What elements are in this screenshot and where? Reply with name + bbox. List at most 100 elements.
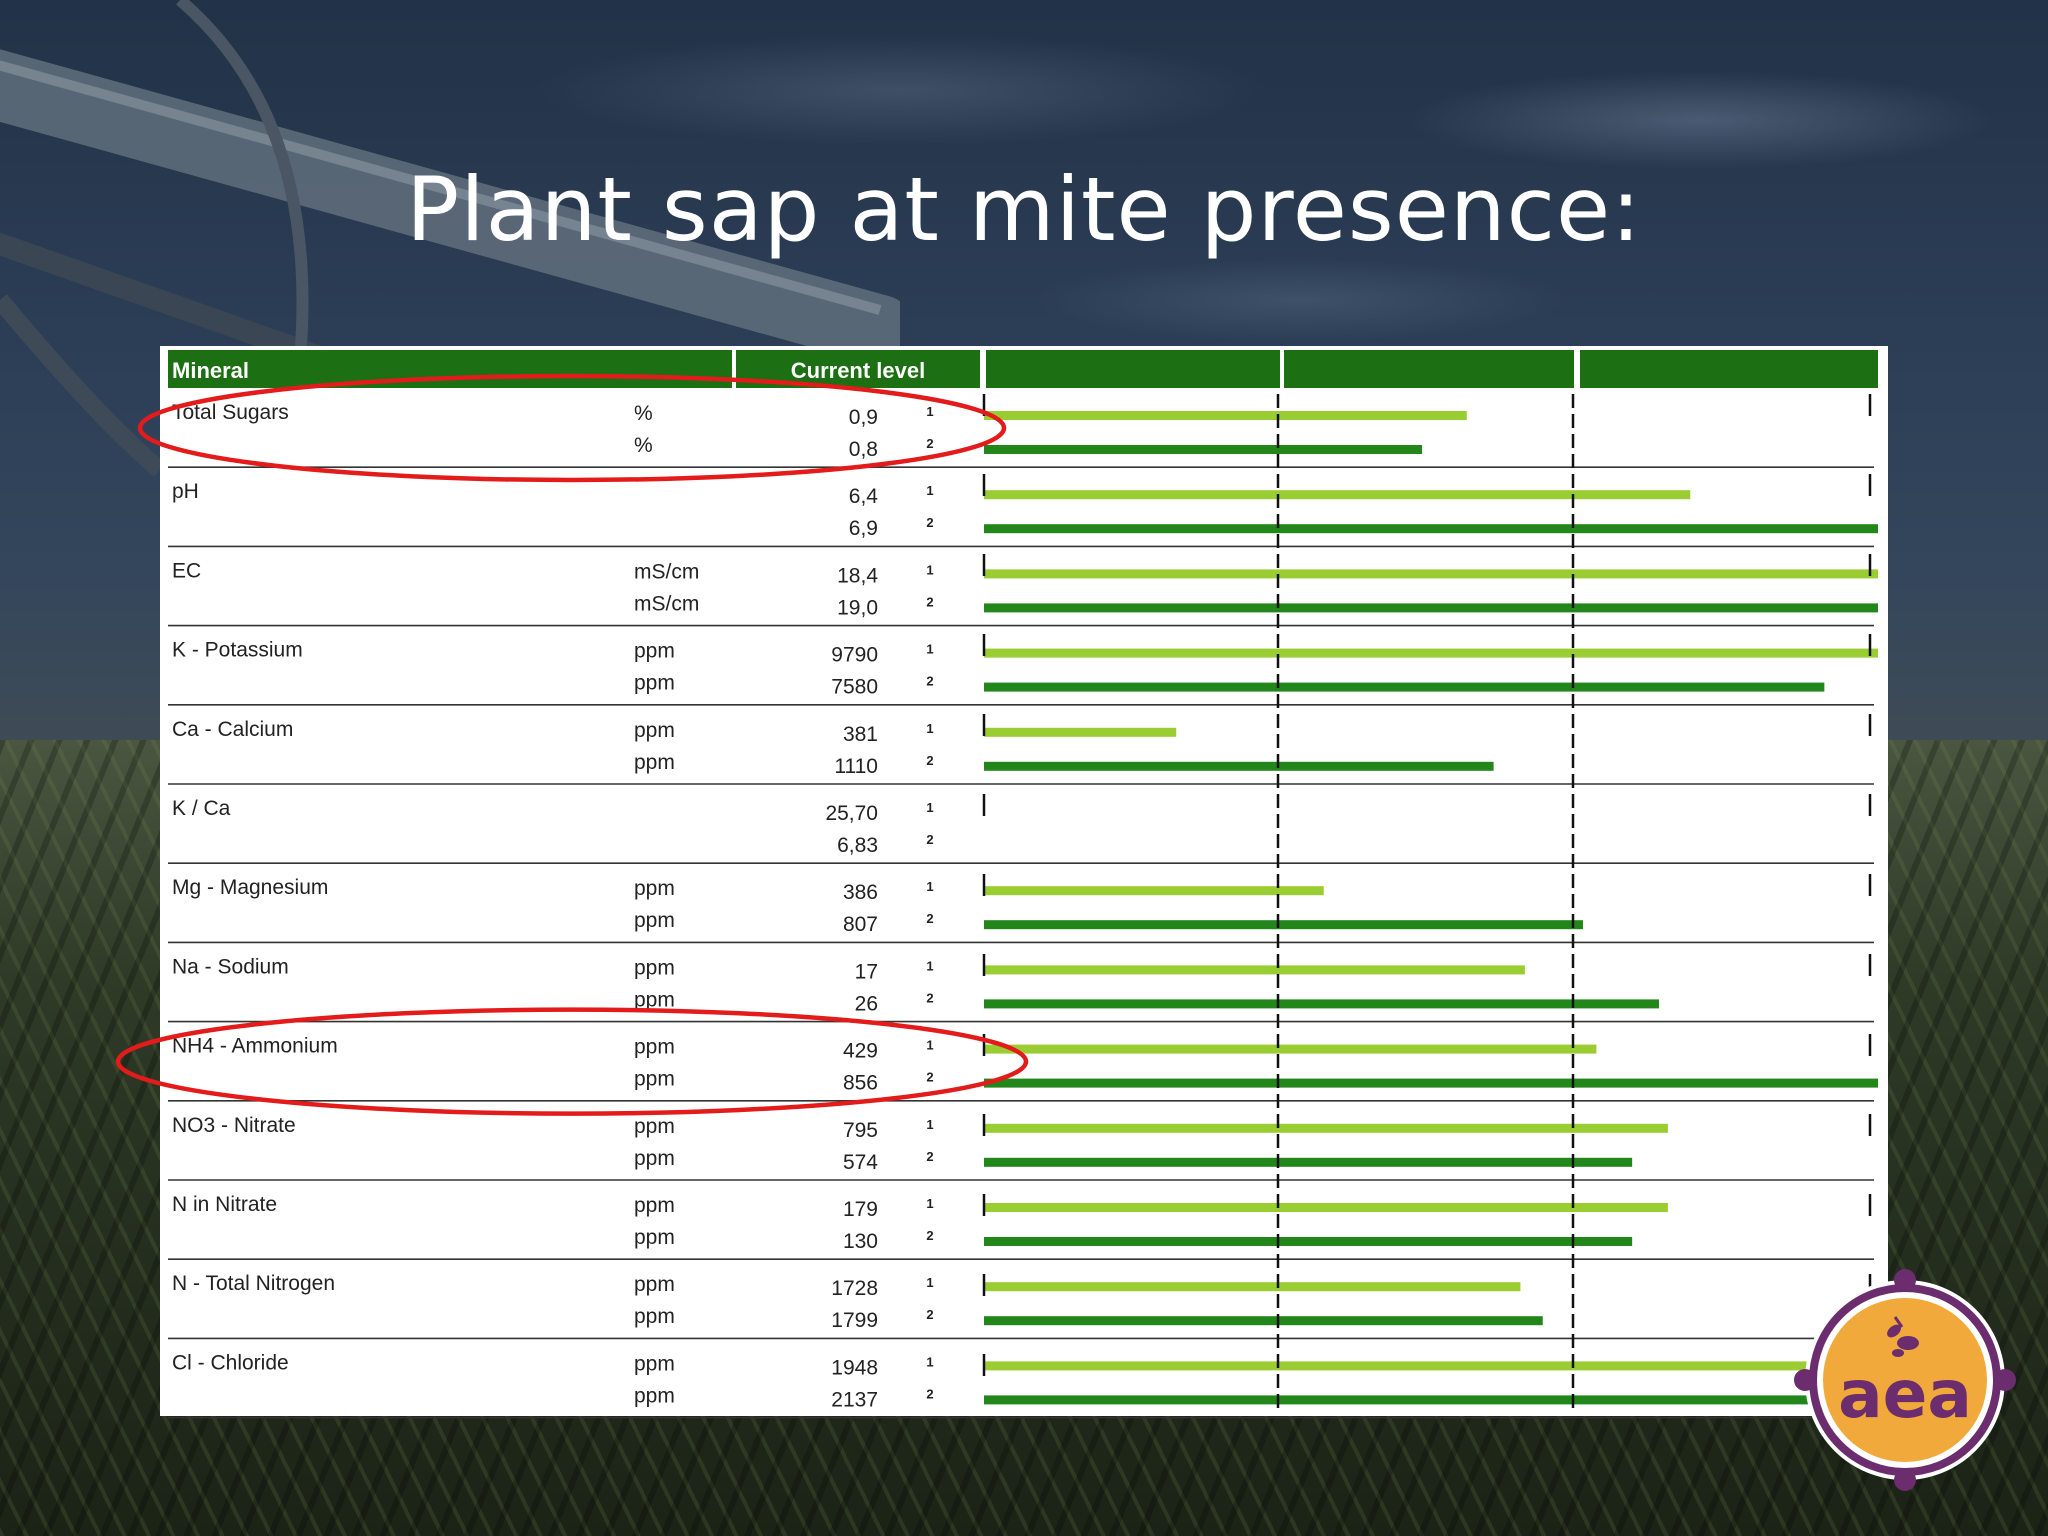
row-value: 795 <box>843 1119 878 1142</box>
bar-sample-1 <box>984 1361 1861 1371</box>
bar-sample-1 <box>984 886 1324 896</box>
highlight-ellipse <box>115 1007 1029 1116</box>
header-current-level: Current level <box>791 358 926 383</box>
bar-sample-1 <box>984 1044 1597 1054</box>
sample-marker: 1 <box>926 721 933 736</box>
sample-marker: 1 <box>926 1117 933 1132</box>
sample-marker: 2 <box>926 515 933 530</box>
header-cell-scale-1 <box>986 350 1280 388</box>
aea-logo: aea <box>1794 1269 2016 1491</box>
row-name: NO3 - Nitrate <box>172 1114 296 1137</box>
row-value: 381 <box>843 723 878 746</box>
row-name: Na - Sodium <box>172 955 289 978</box>
logo-text: aea <box>1838 1356 1972 1433</box>
row-value: 17 <box>855 960 878 983</box>
row-unit: ppm <box>634 1273 675 1296</box>
bar-sample-2 <box>984 445 1423 454</box>
row-name: Ca - Calcium <box>172 718 293 741</box>
sample-marker: 2 <box>926 1070 933 1085</box>
sample-marker: 2 <box>926 753 933 768</box>
row-unit: ppm <box>634 1384 675 1407</box>
row-value: 25,70 <box>825 802 878 825</box>
row-unit: ppm <box>634 1352 675 1375</box>
sample-marker: 1 <box>926 1275 933 1290</box>
row-unit: ppm <box>634 877 675 900</box>
sample-marker: 1 <box>926 1038 933 1053</box>
bar-sample-2 <box>984 1157 1633 1167</box>
row-value: 0,9 <box>849 406 878 429</box>
row-name: NH4 - Ammonium <box>172 1035 338 1058</box>
row-unit: ppm <box>634 1147 675 1170</box>
bar-sample-1 <box>984 1203 1668 1212</box>
row-value: 856 <box>843 1072 878 1095</box>
row-name: K / Ca <box>172 797 231 820</box>
row-unit: ppm <box>634 1226 675 1249</box>
bar-sample-1 <box>984 1282 1521 1292</box>
bar-sample-1 <box>984 727 1177 737</box>
row-name: Mg - Magnesium <box>172 876 328 899</box>
row-value: 18,4 <box>837 564 878 587</box>
row-unit: mS/cm <box>634 560 699 583</box>
sample-marker: 2 <box>926 832 933 847</box>
row-unit: ppm <box>634 751 675 774</box>
sample-marker: 2 <box>926 1386 933 1401</box>
bar-sample-2 <box>984 682 1825 692</box>
row-name: K - Potassium <box>172 639 303 662</box>
sample-marker: 1 <box>926 1354 933 1369</box>
bar-sample-2 <box>984 920 1583 930</box>
row-value: 574 <box>843 1151 878 1174</box>
row-unit: ppm <box>634 672 675 695</box>
row-unit: % <box>634 402 653 425</box>
row-value: 2137 <box>831 1388 878 1411</box>
bar-sample-2 <box>984 1237 1633 1246</box>
header-mineral: Mineral <box>172 358 249 383</box>
bar-sample-2 <box>984 1078 1878 1088</box>
sample-marker: 1 <box>926 958 933 973</box>
bar-sample-2 <box>984 1395 1861 1405</box>
bar-sample-2 <box>984 524 1878 534</box>
row-value: 1799 <box>831 1309 878 1332</box>
bar-sample-2 <box>984 1316 1543 1326</box>
sample-marker: 2 <box>926 990 933 1005</box>
row-value: 130 <box>843 1230 878 1253</box>
sample-marker: 2 <box>926 1228 933 1243</box>
bee-icon <box>1887 1316 1919 1357</box>
row-value: 19,0 <box>837 596 878 619</box>
sample-marker: 2 <box>926 911 933 926</box>
row-value: 429 <box>843 1040 878 1063</box>
sample-marker: 1 <box>926 642 933 657</box>
row-value: 26 <box>855 992 878 1015</box>
row-unit: ppm <box>634 988 675 1011</box>
row-value: 807 <box>843 913 878 936</box>
header-cell-mineral <box>168 350 732 388</box>
sample-marker: 1 <box>926 404 933 419</box>
row-value: 7580 <box>831 676 878 699</box>
row-unit: ppm <box>634 1068 675 1091</box>
row-value: 386 <box>843 881 878 904</box>
row-unit: ppm <box>634 719 675 742</box>
row-name: N - Total Nitrogen <box>172 1272 335 1295</box>
row-value: 179 <box>843 1198 878 1221</box>
sample-marker: 2 <box>926 594 933 609</box>
sample-marker: 2 <box>926 436 933 451</box>
bar-sample-1 <box>984 490 1691 500</box>
row-unit: % <box>634 434 653 457</box>
bar-sample-1 <box>984 1123 1668 1133</box>
row-unit: ppm <box>634 1305 675 1328</box>
row-value: 9790 <box>831 644 878 667</box>
row-value: 1110 <box>834 755 878 778</box>
row-value: 6,9 <box>849 517 878 540</box>
row-unit: ppm <box>634 640 675 663</box>
bar-sample-1 <box>984 411 1467 420</box>
bar-sample-2 <box>984 603 1878 613</box>
row-name: pH <box>172 480 199 503</box>
row-name: Cl - Chloride <box>172 1351 289 1374</box>
row-unit: ppm <box>634 956 675 979</box>
row-unit: ppm <box>634 1115 675 1138</box>
row-value: 0,8 <box>849 438 878 461</box>
row-value: 6,83 <box>837 834 878 857</box>
bar-sample-2 <box>984 761 1494 771</box>
sample-marker: 2 <box>926 674 933 689</box>
sample-marker: 1 <box>926 800 933 815</box>
